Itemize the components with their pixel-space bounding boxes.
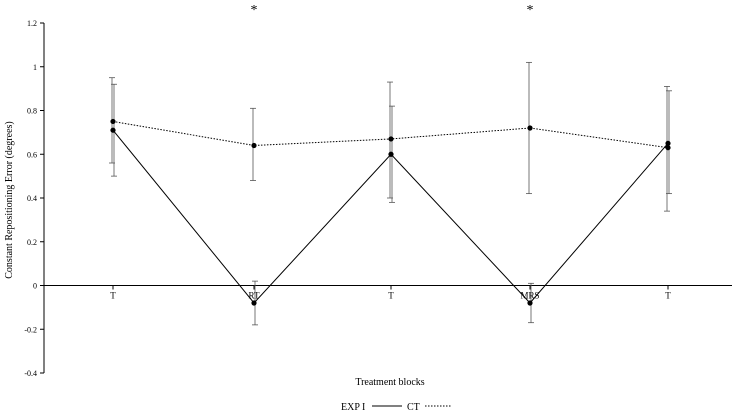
significance-asterisk: * <box>527 3 534 18</box>
data-point-ct <box>665 145 671 151</box>
y-tick-label: 0.2 <box>27 238 37 247</box>
y-tick-label: 0.6 <box>27 150 37 159</box>
x-axis-label: Treatment blocks <box>355 377 424 388</box>
data-point-ct <box>251 142 257 149</box>
data-point-ct <box>527 125 533 131</box>
data-point-exp-i <box>388 151 394 157</box>
y-axis: 1.2 1 0.8 0.6 0.4 0.2 0 -0.2 -0.4 <box>24 19 45 378</box>
x-tick-label: RT <box>249 291 260 301</box>
y-tick-label: 1.2 <box>27 19 37 28</box>
data-points <box>110 118 671 306</box>
data-point-ct <box>110 118 116 125</box>
y-tick-label: -0.2 <box>24 325 37 334</box>
data-point-exp-i <box>110 127 116 133</box>
y-tick-label: 1 <box>33 63 37 72</box>
legend: EXP I CT <box>341 402 452 413</box>
y-axis-label: Constant Repositioning Error (degrees) <box>4 121 15 278</box>
data-point-ct <box>388 136 394 142</box>
series-lines <box>112 120 669 304</box>
x-tick-label: T <box>110 291 116 301</box>
y-tick-label: 0 <box>33 282 37 291</box>
series-line-ct <box>112 120 669 149</box>
x-tick-label: MRS <box>520 291 539 301</box>
x-tick-label: T <box>665 291 671 301</box>
significance-asterisk: * <box>251 3 258 18</box>
y-tick-label: -0.4 <box>24 369 37 378</box>
data-point-exp-i <box>251 300 257 306</box>
y-tick-label: 0.4 <box>27 194 37 203</box>
legend-label-ct: CT <box>407 402 420 413</box>
significance-markers: * * <box>251 3 534 18</box>
x-tick-label: T <box>388 291 394 301</box>
legend-label-exp-i: EXP I <box>341 402 365 413</box>
data-point-exp-i <box>527 300 533 306</box>
x-axis: T RT T MRS T <box>44 285 732 301</box>
y-tick-label: 0.8 <box>27 107 37 116</box>
data-point-exp-i <box>665 140 671 146</box>
